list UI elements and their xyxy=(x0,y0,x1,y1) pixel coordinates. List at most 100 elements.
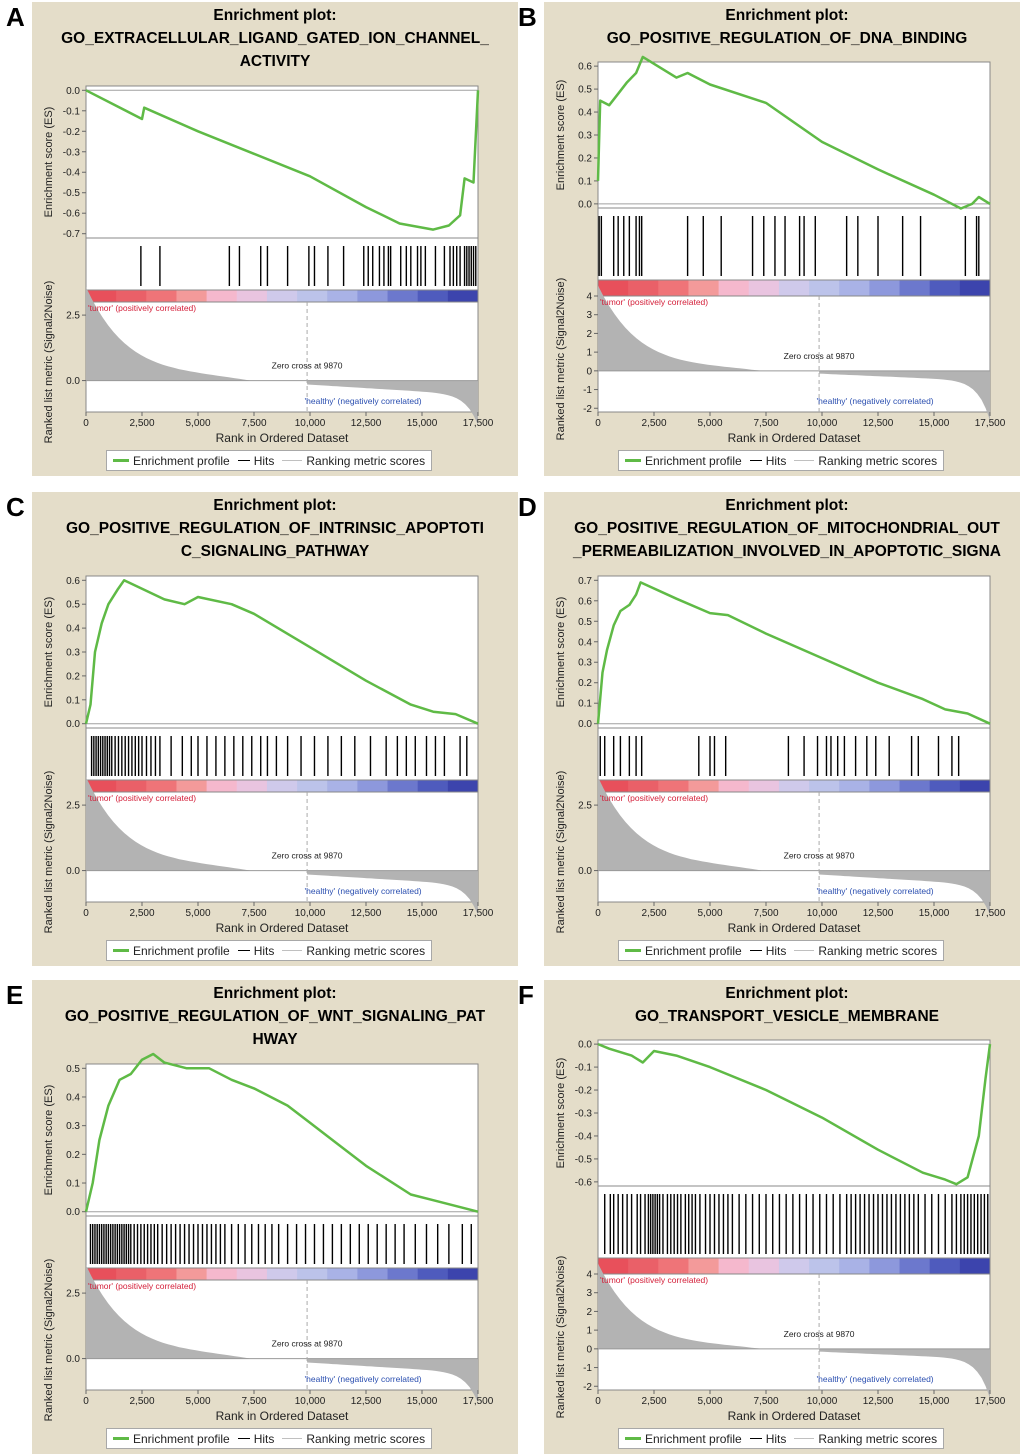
correlation-bar-segment xyxy=(447,1268,479,1280)
panel-title: Enrichment plot: GO_POSITIVE_REGULATION_… xyxy=(544,4,1020,50)
legend-hits: Hits xyxy=(749,1432,786,1446)
x-tick-label: 7,500 xyxy=(241,418,266,429)
x-tick-label: 15,000 xyxy=(919,1396,950,1407)
x-axis-label: Rank in Ordered Dataset xyxy=(216,431,349,445)
healthy-label: 'healthy' (negatively correlated) xyxy=(817,886,934,896)
es-tick-label: -0.1 xyxy=(575,1063,593,1074)
x-axis-label: Rank in Ordered Dataset xyxy=(216,921,349,935)
legend-hits: Hits xyxy=(237,944,274,958)
enrichment-plot: 0.6 0.5 0.4 0.3 0.2 0.1 0.0 2.5 0.0 'tumor' (posi… xyxy=(43,575,494,935)
correlation-bar-segment xyxy=(959,780,991,792)
x-tick-label: 7,500 xyxy=(753,418,778,429)
title-line-1: GO_POSITIVE_REGULATION_OF_MITOCHONDRIAL_… xyxy=(574,520,1000,537)
correlation-bar-segment xyxy=(387,780,419,792)
correlation-bar-segment xyxy=(176,780,208,792)
x-axis-label: Rank in Ordered Dataset xyxy=(728,431,861,445)
tumor-label: 'tumor' (positively correlated) xyxy=(88,1281,196,1291)
panel-b: Enrichment plot: GO_POSITIVE_REGULATION_… xyxy=(544,2,1020,476)
title-line-1: GO_EXTRACELLULAR_LIGAND_GATED_ION_CHANNE… xyxy=(61,30,489,47)
es-tick-label: 0.4 xyxy=(66,1092,80,1103)
correlation-bar-segment xyxy=(658,280,689,296)
es-tick-label: -0.2 xyxy=(575,1086,593,1097)
es-tick-label: -0.6 xyxy=(575,1177,593,1188)
rank-tick-label: -2 xyxy=(583,404,592,415)
correlation-bar-segment xyxy=(899,1258,931,1274)
panel-title: Enrichment plot: GO_TRANSPORT_VESICLE_ME… xyxy=(544,982,1020,1028)
x-tick-label: 17,500 xyxy=(463,908,494,919)
rank-tick-label: 3 xyxy=(586,1288,592,1299)
correlation-bar-segment xyxy=(959,280,991,296)
correlation-bar-segment xyxy=(688,280,720,296)
x-tick-label: 0 xyxy=(595,418,601,429)
title-line-1: GO_POSITIVE_REGULATION_OF_WNT_SIGNALING_… xyxy=(64,1008,486,1025)
legend-ranking-metric: Ranking metric scores xyxy=(282,944,425,958)
correlation-bar-segment xyxy=(146,290,177,302)
correlation-bar-segment xyxy=(628,1258,659,1274)
correlation-bar-segment xyxy=(357,1268,389,1280)
tumor-label: 'tumor' (positively correlated) xyxy=(88,793,196,803)
es-tick-label: -0.3 xyxy=(63,147,81,158)
es-tick-label: 0.5 xyxy=(578,85,592,96)
legend: Enrichment profile Hits Ranking metric s… xyxy=(106,450,432,471)
x-tick-label: 0 xyxy=(83,908,89,919)
x-tick-label: 2,500 xyxy=(129,908,154,919)
x-tick-label: 0 xyxy=(595,908,601,919)
es-tick-label: 0.0 xyxy=(66,719,80,730)
es-axis-label: Enrichment score (ES) xyxy=(43,1085,55,1196)
rank-tick-label: 0.0 xyxy=(66,866,80,877)
es-tick-label: 0.2 xyxy=(66,671,80,682)
correlation-bar-segment xyxy=(748,780,780,792)
title-prefix: Enrichment plot: xyxy=(213,985,337,1002)
legend-ranking-metric: Ranking metric scores xyxy=(794,944,937,958)
x-axis-label: Rank in Ordered Dataset xyxy=(728,921,861,935)
correlation-bar-segment xyxy=(447,780,479,792)
rank-axis-label: Ranked list metric (Signal2Noise) xyxy=(555,1256,567,1419)
rank-tick-label: 2.5 xyxy=(66,1289,80,1300)
correlation-bar-segment xyxy=(718,280,750,296)
x-tick-label: 7,500 xyxy=(753,908,778,919)
correlation-bar-segment xyxy=(116,1268,147,1280)
rank-axis-label: Ranked list metric (Signal2Noise) xyxy=(555,771,567,934)
correlation-bar-segment xyxy=(387,290,419,302)
panel-letter-a: A xyxy=(6,2,25,32)
es-tick-label: -0.4 xyxy=(63,168,81,179)
x-tick-label: 2,500 xyxy=(641,418,666,429)
correlation-bar-segment xyxy=(869,280,901,296)
zero-cross-label: Zero cross at 9870 xyxy=(272,361,343,371)
panel-letter-d: D xyxy=(518,492,537,522)
rank-tick-label: 3 xyxy=(586,310,592,321)
panel-title: Enrichment plot: GO_POSITIVE_REGULATION_… xyxy=(32,982,518,1051)
correlation-bar-segment xyxy=(236,290,268,302)
es-tick-label: -0.7 xyxy=(63,229,81,240)
legend: Enrichment profile Hits Ranking metric s… xyxy=(618,940,944,961)
rank-tick-label: 0 xyxy=(586,366,592,377)
rank-tick-label: 0 xyxy=(586,1344,592,1355)
correlation-bar-segment xyxy=(266,1268,298,1280)
x-tick-label: 5,000 xyxy=(697,418,722,429)
es-axis-label: Enrichment score (ES) xyxy=(555,80,567,191)
correlation-bar-segment xyxy=(899,780,931,792)
panel-d: Enrichment plot: GO_POSITIVE_REGULATION_… xyxy=(544,492,1020,966)
correlation-bar-segment xyxy=(809,280,840,296)
es-tick-label: 0.1 xyxy=(66,1179,80,1190)
rank-tick-label: -1 xyxy=(583,1363,592,1374)
correlation-bar-segment xyxy=(778,780,810,792)
enrichment-plot: 0.0 -0.1 -0.2 -0.3 -0.4 -0.5 -0.6 4 3 2 1 0 -1 -2 'tum… xyxy=(555,1039,1006,1423)
es-tick-label: 0.7 xyxy=(578,576,592,587)
healthy-label: 'healthy' (negatively correlated) xyxy=(305,1374,422,1384)
enrichment-plot: 0.7 0.6 0.5 0.4 0.3 0.2 0.1 0.0 2.5 0.0 'tumor' (p… xyxy=(555,575,1006,935)
rank-axis-label: Ranked list metric (Signal2Noise) xyxy=(43,771,55,934)
correlation-bar-segment xyxy=(86,780,117,792)
x-tick-label: 12,500 xyxy=(351,908,382,919)
es-tick-label: 0.3 xyxy=(578,131,592,142)
panel-letter-f: F xyxy=(518,980,534,1010)
legend-enrichment-profile: Enrichment profile xyxy=(625,454,742,468)
correlation-bar-segment xyxy=(206,290,238,302)
correlation-bar-segment xyxy=(297,780,328,792)
correlation-bar-segment xyxy=(86,290,117,302)
correlation-bar-segment xyxy=(206,1268,238,1280)
x-tick-label: 15,000 xyxy=(407,908,438,919)
correlation-bar-segment xyxy=(748,1258,780,1274)
legend-enrichment-profile: Enrichment profile xyxy=(113,944,230,958)
correlation-bar-segment xyxy=(598,1258,629,1274)
